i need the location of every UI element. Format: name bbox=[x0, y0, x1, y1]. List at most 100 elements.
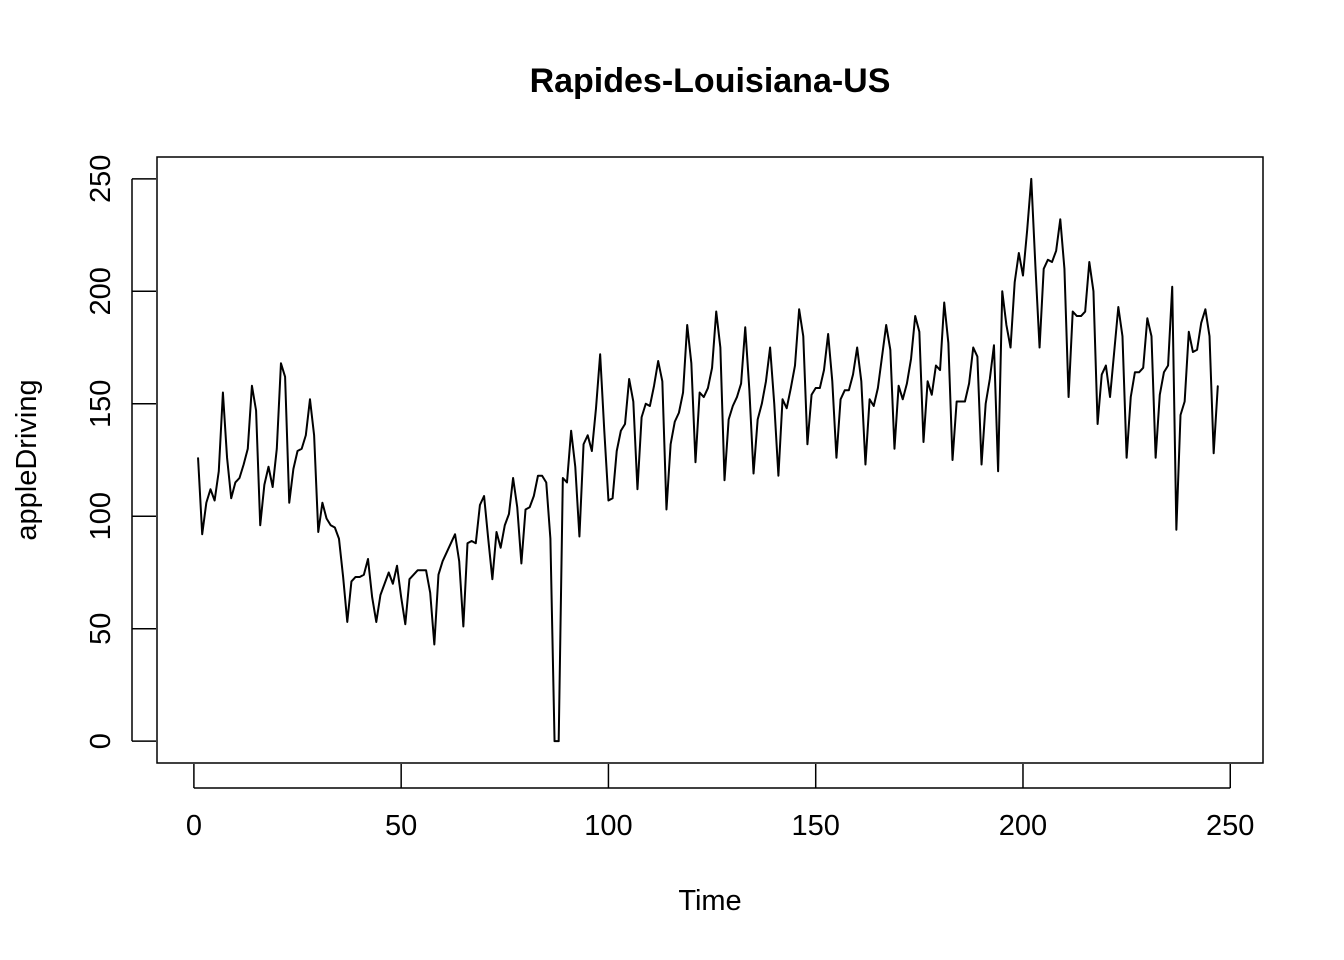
data-point bbox=[591, 450, 593, 452]
x-tick-label: 100 bbox=[584, 810, 632, 842]
data-point bbox=[976, 355, 978, 358]
x-tick-label: 50 bbox=[385, 810, 417, 842]
data-point bbox=[748, 389, 750, 391]
data-point bbox=[582, 443, 585, 445]
data-point bbox=[831, 380, 833, 382]
data-point bbox=[301, 448, 303, 450]
data-point bbox=[1109, 396, 1111, 398]
data-point bbox=[533, 495, 535, 497]
data-point bbox=[678, 412, 680, 414]
data-point bbox=[1001, 290, 1003, 292]
data-point bbox=[1130, 396, 1132, 398]
data-point bbox=[1134, 371, 1136, 373]
data-point bbox=[483, 495, 485, 497]
data-point bbox=[1018, 252, 1020, 254]
data-point bbox=[823, 369, 825, 371]
data-point bbox=[251, 385, 253, 387]
data-point bbox=[280, 362, 282, 364]
data-point bbox=[1163, 371, 1165, 373]
data-point bbox=[956, 400, 958, 403]
data-point bbox=[918, 331, 920, 333]
data-point bbox=[670, 443, 672, 445]
data-point bbox=[520, 562, 522, 565]
data-point bbox=[835, 457, 838, 459]
data-point bbox=[798, 308, 800, 310]
data-point bbox=[1059, 218, 1061, 220]
data-point bbox=[757, 418, 759, 421]
data-point bbox=[694, 461, 697, 463]
data-point bbox=[1179, 414, 1182, 416]
data-point bbox=[537, 475, 539, 477]
data-point bbox=[450, 542, 452, 544]
data-point bbox=[736, 396, 738, 398]
data-point bbox=[1034, 265, 1037, 268]
data-point bbox=[413, 574, 415, 576]
data-point bbox=[1146, 317, 1148, 319]
data-point bbox=[396, 565, 398, 567]
data-point bbox=[487, 538, 489, 540]
data-point bbox=[1038, 346, 1041, 349]
data-point bbox=[815, 387, 817, 389]
data-point bbox=[723, 479, 726, 481]
data-point bbox=[214, 499, 216, 502]
data-point bbox=[980, 463, 983, 466]
data-point bbox=[495, 531, 498, 533]
data-point bbox=[674, 421, 676, 423]
data-point bbox=[1150, 335, 1153, 337]
data-point bbox=[276, 448, 278, 450]
data-point bbox=[259, 524, 261, 526]
data-point bbox=[1200, 322, 1202, 324]
data-point bbox=[338, 538, 340, 540]
data-point bbox=[1092, 290, 1095, 292]
data-point bbox=[997, 470, 999, 472]
data-point bbox=[243, 463, 245, 466]
data-point bbox=[927, 380, 929, 382]
data-point bbox=[968, 382, 970, 385]
data-point bbox=[359, 576, 361, 578]
data-point bbox=[707, 387, 709, 389]
data-point bbox=[910, 358, 912, 360]
x-axis: 0 50 100 150 200 250 bbox=[186, 764, 1254, 842]
data-point bbox=[296, 450, 299, 452]
data-point bbox=[553, 740, 556, 742]
data-point bbox=[827, 333, 829, 335]
data-point bbox=[922, 441, 925, 443]
data-point bbox=[408, 578, 411, 580]
data-point bbox=[740, 382, 742, 385]
data-point bbox=[313, 434, 315, 436]
data-point bbox=[661, 380, 663, 382]
data-point bbox=[545, 481, 547, 484]
y-tick-label: 50 bbox=[85, 613, 117, 645]
data-point bbox=[931, 394, 933, 396]
data-point bbox=[321, 502, 323, 504]
y-tick-label: 200 bbox=[85, 267, 117, 315]
data-point bbox=[690, 362, 692, 364]
data-point bbox=[951, 459, 954, 461]
data-point bbox=[1208, 335, 1211, 337]
data-point bbox=[475, 542, 477, 544]
data-point bbox=[989, 378, 991, 380]
data-point bbox=[1076, 315, 1078, 317]
data-point bbox=[752, 472, 755, 475]
data-point bbox=[1175, 529, 1177, 531]
data-point bbox=[665, 508, 668, 511]
data-point bbox=[781, 398, 784, 400]
data-point bbox=[433, 643, 435, 646]
data-point bbox=[893, 448, 896, 450]
data-point bbox=[1005, 324, 1008, 326]
data-point bbox=[334, 526, 336, 529]
data-point bbox=[429, 592, 431, 594]
data-point bbox=[839, 398, 842, 400]
data-point bbox=[1080, 315, 1082, 317]
data-point bbox=[375, 621, 377, 623]
data-point bbox=[715, 310, 717, 313]
y-tick-label: 0 bbox=[85, 733, 117, 749]
data-point bbox=[765, 380, 767, 382]
data-point bbox=[1204, 308, 1206, 310]
data-point bbox=[607, 499, 610, 502]
data-point bbox=[1213, 452, 1215, 454]
data-point bbox=[1217, 385, 1219, 387]
data-point bbox=[479, 504, 481, 506]
data-point bbox=[649, 405, 651, 407]
data-point bbox=[645, 403, 647, 405]
